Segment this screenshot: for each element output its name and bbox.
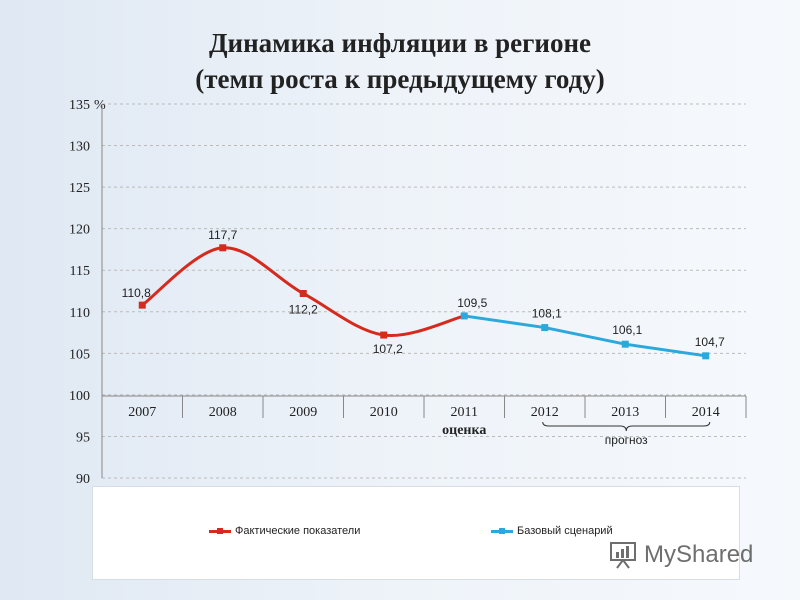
data-point xyxy=(702,352,710,360)
legend-label-base: Базовый сценарий xyxy=(517,525,613,537)
x-tick-label: 2007 xyxy=(128,405,156,420)
series-line-1 xyxy=(464,314,706,358)
data-point xyxy=(299,289,307,297)
y-tick-label: 135 xyxy=(69,98,90,113)
data-label: 109,5 xyxy=(457,296,487,310)
data-label: 107,2 xyxy=(373,342,403,356)
forecast-label: прогноз xyxy=(605,433,648,447)
y-tick-label: 120 xyxy=(69,223,90,238)
watermark-logo: MyShared xyxy=(608,540,753,570)
data-label: 106,1 xyxy=(612,323,642,337)
data-point xyxy=(380,331,388,339)
data-point xyxy=(541,324,549,332)
legend: Фактические показатели Базовый сценарий xyxy=(92,486,740,580)
forecast-bracket xyxy=(542,421,711,432)
data-point xyxy=(138,301,146,309)
data-label: 112,2 xyxy=(289,302,318,316)
presentation-icon xyxy=(610,542,636,569)
data-point xyxy=(621,340,629,348)
x-tick-label: 2010 xyxy=(370,405,398,420)
y-tick-label: 105 xyxy=(69,347,90,362)
x-tick-label: 2011 xyxy=(451,405,478,420)
data-label: 104,7 xyxy=(695,335,725,349)
y-tick-label: 100 xyxy=(69,389,90,404)
chart-title: Динамика инфляции в регионе xyxy=(208,28,592,58)
legend-item-base: Базовый сценарий xyxy=(491,525,613,537)
y-tick-label: 110 xyxy=(70,306,90,321)
y-tick-label: 125 xyxy=(69,181,90,196)
x-tick-label: 2008 xyxy=(209,405,237,420)
y-axis-unit: % xyxy=(94,98,106,113)
y-tick-label: 90 xyxy=(76,472,90,487)
data-label: 108,1 xyxy=(532,307,562,321)
x-category-note: оценка xyxy=(442,423,486,438)
legend-item-fact: Фактические показатели xyxy=(209,525,360,537)
legend-label-fact: Фактические показатели xyxy=(235,525,361,537)
x-tick-label: 2014 xyxy=(692,405,720,420)
y-tick-label: 115 xyxy=(70,264,90,279)
legend-swatch-base xyxy=(491,527,513,534)
chart-subtitle: (темп роста к предыдущему году) xyxy=(195,64,605,94)
x-tick-label: 2013 xyxy=(611,405,639,420)
x-tick-label: 2009 xyxy=(289,405,317,420)
data-point xyxy=(219,244,227,252)
legend-swatch-fact xyxy=(209,527,231,534)
data-point xyxy=(460,312,468,320)
x-tick-label: 2012 xyxy=(531,405,559,420)
data-label: 110,8 xyxy=(122,286,151,300)
y-tick-label: 130 xyxy=(69,140,90,155)
data-label: 117,7 xyxy=(208,228,237,242)
watermark-text: MyShared xyxy=(644,541,754,568)
y-tick-label: 95 xyxy=(76,430,90,445)
